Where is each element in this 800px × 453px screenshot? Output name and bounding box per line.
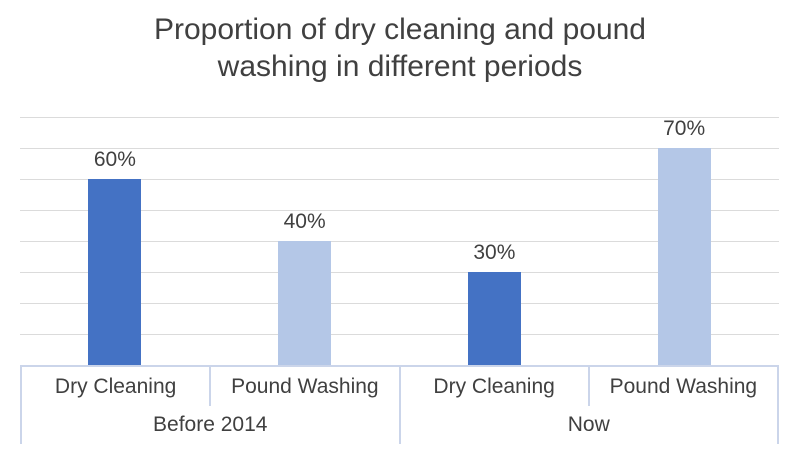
gridline bbox=[20, 148, 779, 149]
gridline bbox=[20, 241, 779, 242]
group-label: Before 2014 bbox=[20, 406, 399, 444]
chart-title: Proportion of dry cleaning and pound was… bbox=[153, 13, 646, 83]
category-label: Pound Washing bbox=[587, 367, 777, 406]
gridline bbox=[20, 117, 779, 118]
category-axis: Dry Cleaning Pound Washing Dry Cleaning Pou… bbox=[20, 365, 779, 444]
bar-pound-washing bbox=[657, 148, 711, 365]
gridline bbox=[20, 272, 779, 273]
bar-pound-washing bbox=[278, 241, 332, 365]
category-label: Dry Cleaning bbox=[398, 367, 588, 406]
category-axis-row: Dry Cleaning Pound Washing Dry Cleaning Pou… bbox=[20, 367, 779, 406]
group-label: Now bbox=[398, 406, 778, 444]
gridline bbox=[20, 334, 779, 335]
bar-value-label: 70% bbox=[663, 117, 706, 140]
bar-dry-cleaning bbox=[467, 272, 521, 365]
category-label: Dry Cleaning bbox=[20, 367, 209, 406]
category-label: Pound Washing bbox=[209, 367, 398, 406]
bar-value-label: 60% bbox=[93, 148, 136, 171]
plot-area: 60% 40% 30% 70% bbox=[20, 117, 779, 365]
gridline bbox=[20, 210, 779, 211]
gridline bbox=[20, 179, 779, 180]
gridline bbox=[20, 303, 779, 304]
bar-value-label: 30% bbox=[473, 241, 516, 264]
group-axis-row: Before 2014 Now bbox=[20, 406, 779, 444]
bar-dry-cleaning bbox=[88, 179, 142, 365]
bar-value-label: 40% bbox=[283, 210, 326, 233]
